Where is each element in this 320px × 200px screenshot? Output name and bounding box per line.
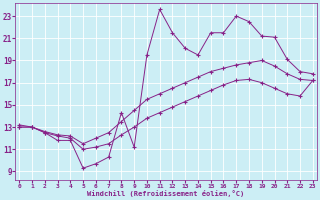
- X-axis label: Windchill (Refroidissement éolien,°C): Windchill (Refroidissement éolien,°C): [87, 190, 245, 197]
